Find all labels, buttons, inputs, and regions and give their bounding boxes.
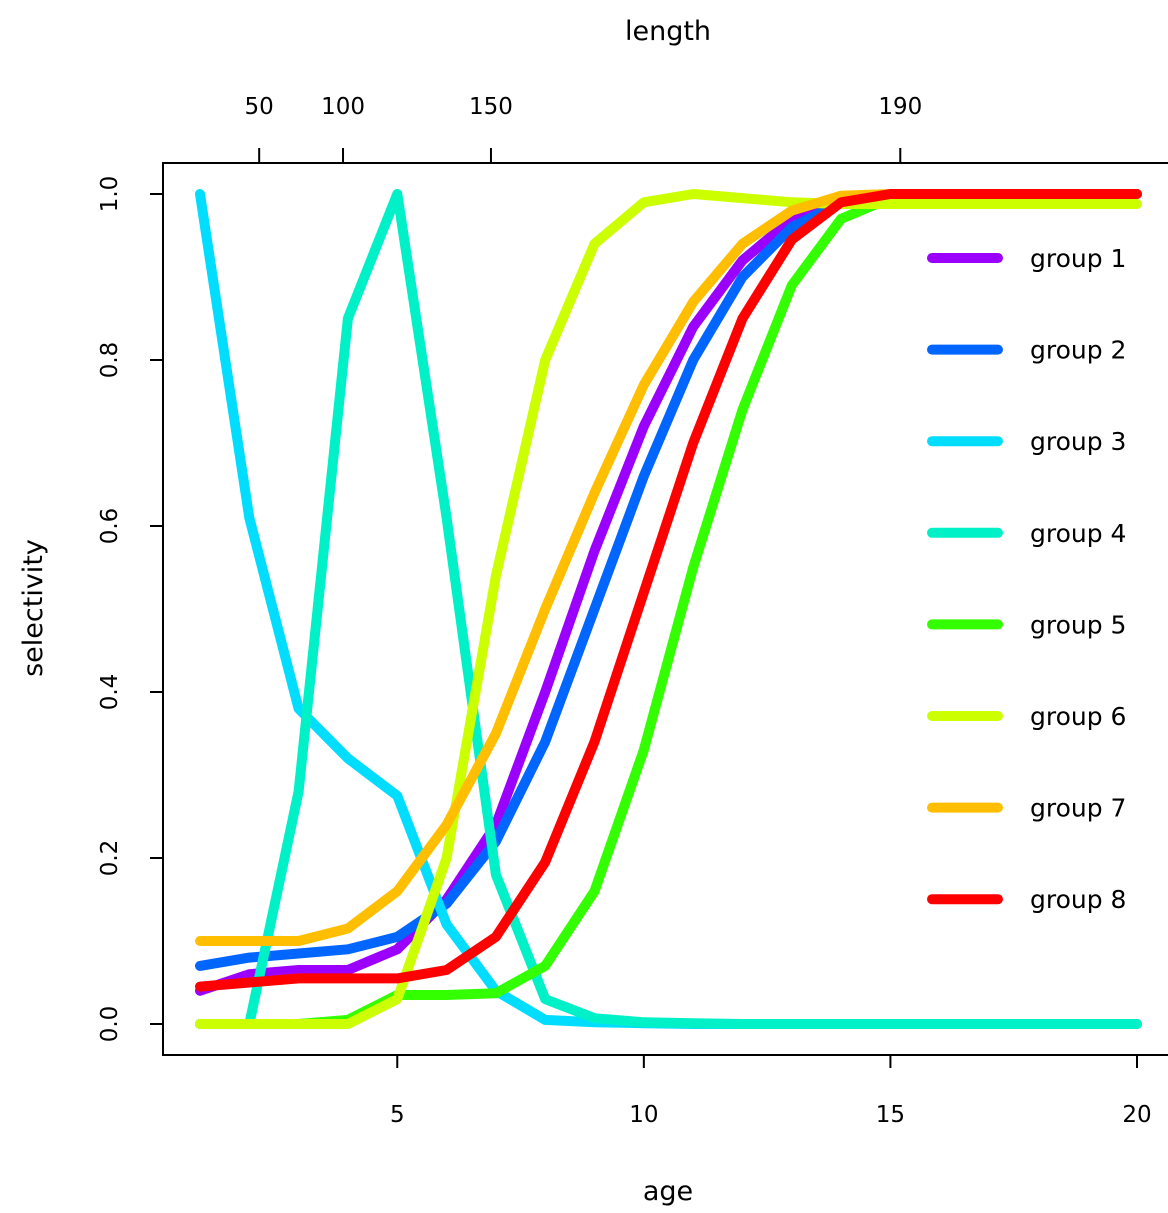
x-axis-title: age [643, 1176, 693, 1207]
legend-label-group-2: group 2 [1030, 336, 1126, 365]
legend-label-group-8: group 8 [1030, 885, 1126, 914]
series-line-group-1 [195, 189, 1142, 996]
legend-label-group-3: group 3 [1030, 427, 1126, 456]
x-tick-label: 20 [1122, 1102, 1151, 1128]
y-tick-label: 1.0 [97, 176, 123, 213]
series-line-group-7 [195, 189, 1142, 946]
top-tick-label: 190 [878, 94, 922, 120]
series-line-group-6 [195, 189, 1142, 1029]
series-line-group-8 [195, 189, 1142, 992]
series-line-group-2 [195, 189, 1142, 971]
legend-label-group-4: group 4 [1030, 519, 1126, 548]
plot-frame [162, 162, 1168, 1056]
top-tick-label: 150 [469, 94, 513, 120]
top-axis-title: length [625, 16, 711, 47]
y-tick-label: 0.4 [97, 674, 123, 711]
x-tick-label: 10 [629, 1102, 658, 1128]
legend-label-group-1: group 1 [1030, 244, 1126, 273]
legend-label-group-7: group 7 [1030, 794, 1126, 823]
legend: group 1 group 2 group 3 group 4 group 5 group… [927, 244, 1126, 914]
x-tick-label: 5 [390, 1102, 405, 1128]
series-line-group-4 [195, 189, 1142, 1029]
y-axis-title: selectivity [18, 539, 49, 677]
series-layer [195, 189, 1142, 1029]
axes-layer: 5 10 15 20 0.0 0.2 0.4 0.6 0.8 1.0 50 100 150 190 [97, 94, 1152, 1128]
top-tick-label: 100 [321, 94, 365, 120]
x-tick-label: 15 [876, 1102, 905, 1128]
legend-label-group-6: group 6 [1030, 702, 1126, 731]
y-tick-label: 0.0 [97, 1006, 123, 1043]
y-tick-label: 0.6 [97, 508, 123, 545]
y-tick-label: 0.8 [97, 342, 123, 379]
legend-label-group-5: group 5 [1030, 610, 1126, 639]
y-tick-label: 0.2 [97, 840, 123, 877]
top-tick-label: 50 [245, 94, 274, 120]
